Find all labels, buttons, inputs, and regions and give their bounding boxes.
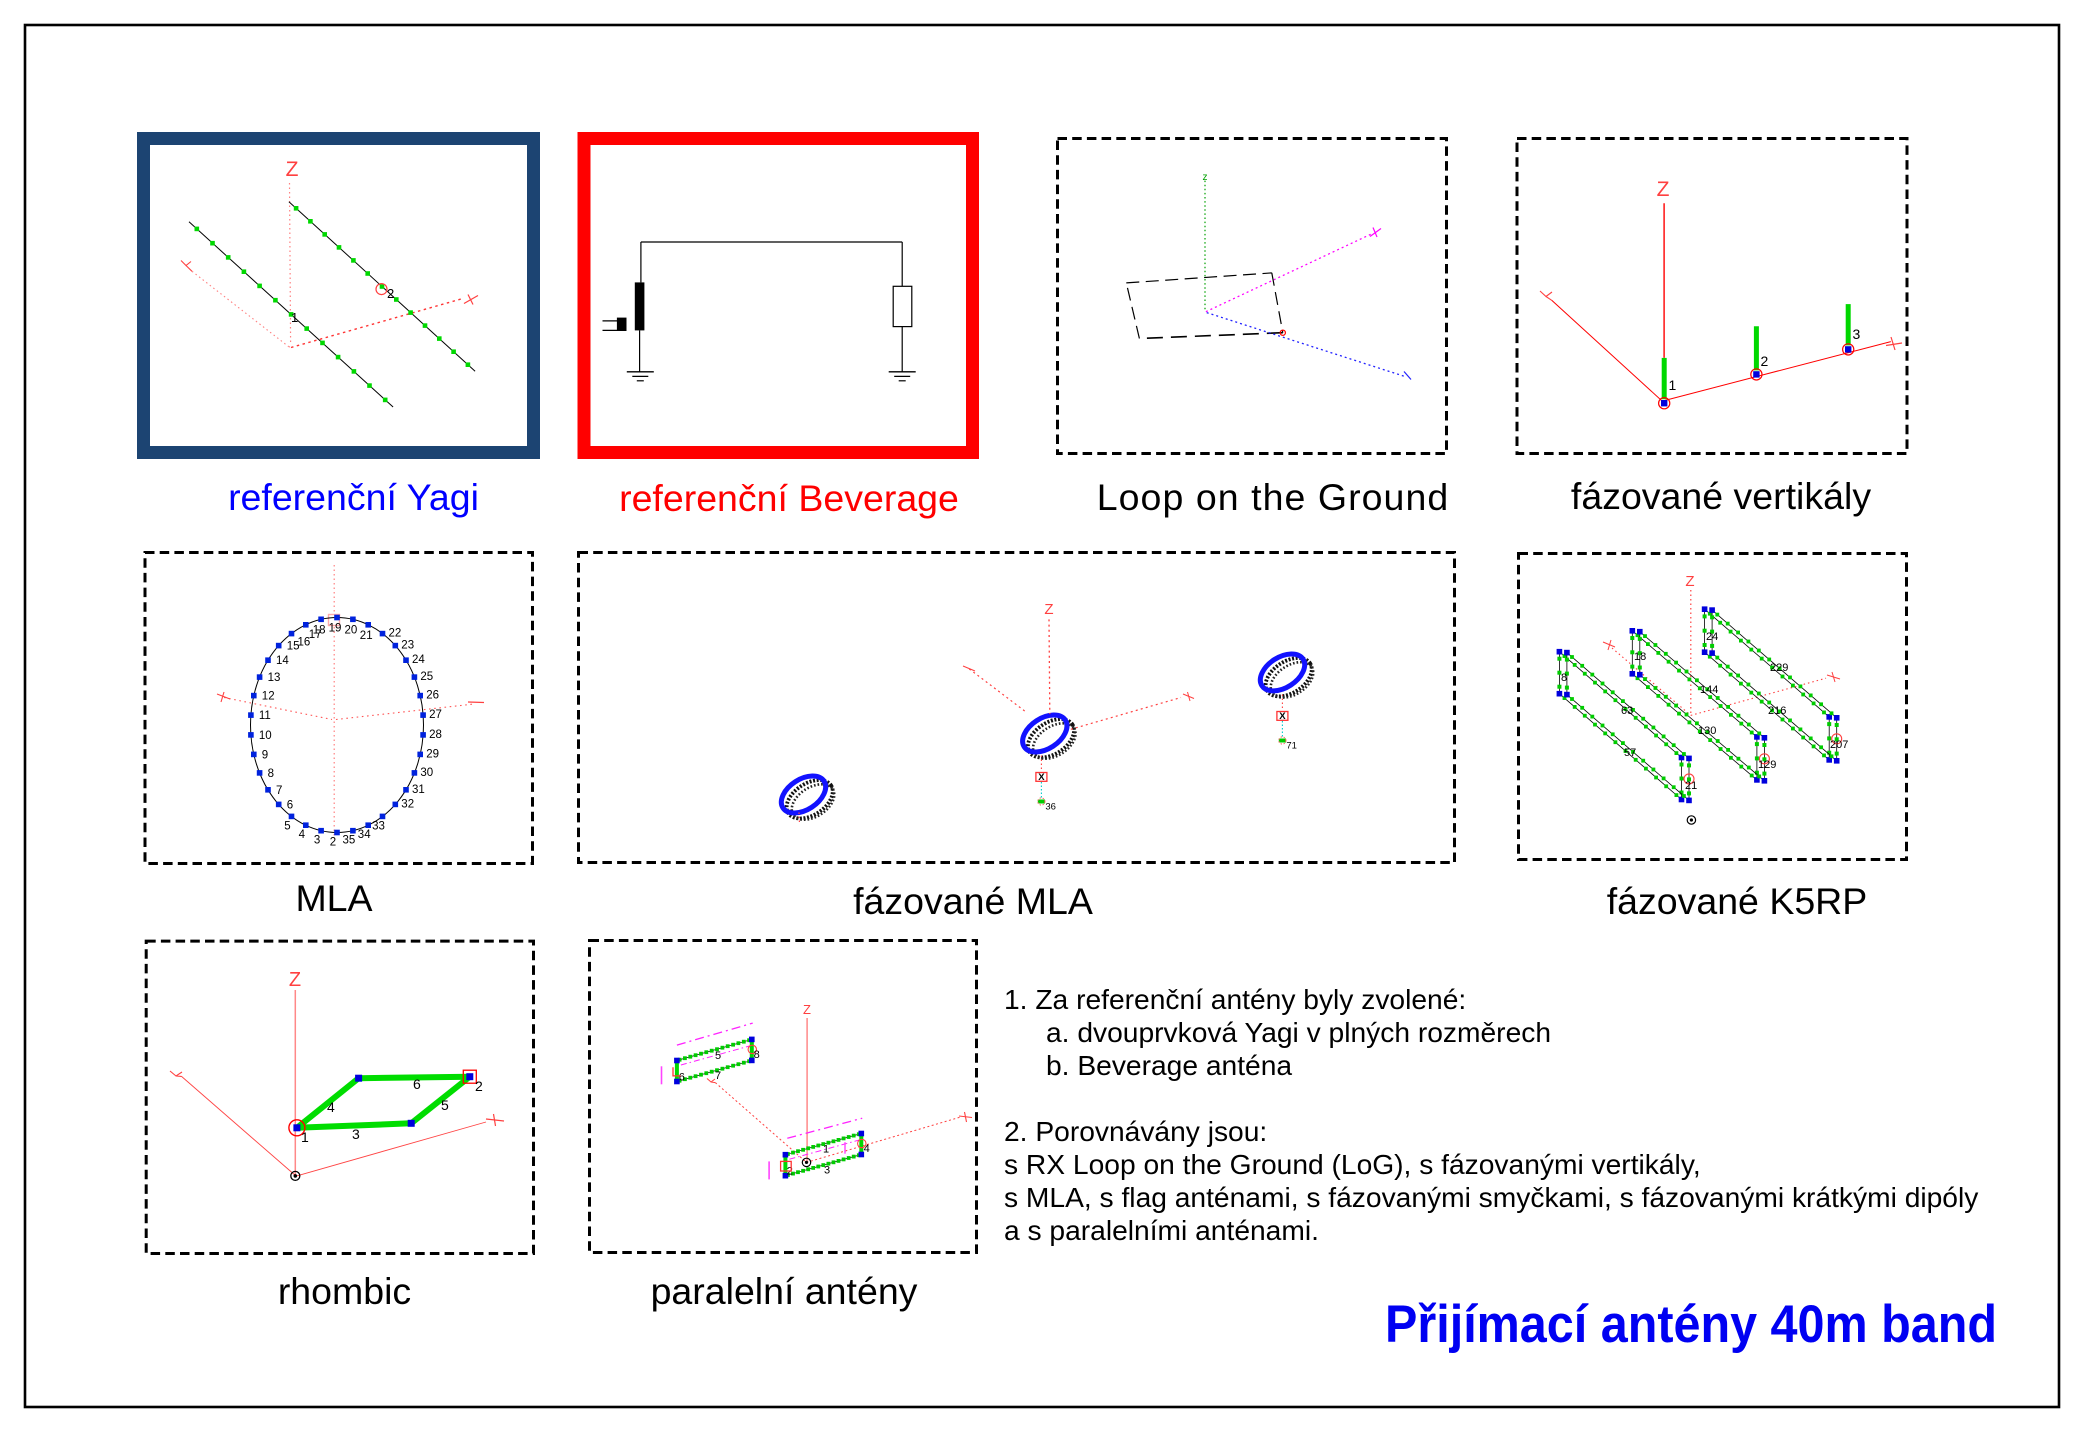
svg-text:3: 3 [1853,326,1861,342]
svg-text:207: 207 [1830,739,1848,751]
svg-text:1: 1 [301,1129,309,1145]
svg-text:30: 30 [420,767,433,779]
svg-text:2: 2 [475,1078,483,1094]
svg-text:24: 24 [1706,631,1718,643]
svg-text:63: 63 [1621,705,1633,717]
svg-text:8: 8 [1561,672,1567,684]
svg-text:3: 3 [352,1126,360,1142]
svg-text:19: 19 [329,623,342,635]
svg-text:7: 7 [715,1070,721,1082]
svg-text:4: 4 [327,1099,335,1115]
svg-text:Z: Z [286,158,299,181]
svg-text:Z: Z [1685,573,1694,590]
svg-text:4: 4 [864,1143,870,1155]
svg-text:13: 13 [268,672,281,684]
svg-text:130: 130 [1698,725,1716,737]
svg-text:rhombic: rhombic [278,1270,411,1312]
svg-text:Přijímací antény 40m band: Přijímací antény 40m band [1385,1295,1997,1354]
svg-text:1: 1 [291,310,298,325]
svg-text:fázované K5RP: fázované K5RP [1607,880,1868,922]
svg-text:referenční Yagi: referenční Yagi [228,476,479,518]
svg-text:MLA: MLA [295,877,372,919]
svg-text:6: 6 [413,1076,421,1092]
svg-text:8: 8 [268,768,274,780]
svg-text:X: X [1038,772,1045,783]
svg-text:1: 1 [1669,377,1677,393]
svg-text:3: 3 [314,835,320,847]
svg-text:8: 8 [754,1049,760,1061]
svg-text:15: 15 [287,641,300,653]
svg-text:3: 3 [824,1165,830,1177]
svg-text:29: 29 [426,748,439,760]
svg-text:5: 5 [441,1097,449,1113]
svg-text:fázované MLA: fázované MLA [853,880,1093,922]
svg-text:36: 36 [1045,802,1056,813]
svg-text:21: 21 [1685,780,1697,792]
svg-text:paralelní antény: paralelní antény [651,1270,918,1312]
svg-text:14: 14 [276,655,289,667]
svg-text:Z: Z [1657,178,1670,201]
svg-text:s MLA, s flag anténami, s fázo: s MLA, s flag anténami, s fázovanými smy… [1004,1181,1979,1213]
svg-text:referenční Beverage: referenční Beverage [619,477,959,519]
svg-text:16: 16 [298,637,311,649]
svg-text:27: 27 [429,709,442,721]
svg-text:2: 2 [330,837,336,849]
svg-text:6: 6 [287,799,293,811]
svg-text:s RX Loop on the Ground (LoG),: s RX Loop on the Ground (LoG), s fázovan… [1004,1148,1701,1180]
svg-text:a s paralelními anténami.: a s paralelními anténami. [1004,1214,1319,1246]
svg-text:18: 18 [313,624,326,636]
svg-text:144: 144 [1700,684,1718,696]
svg-text:7: 7 [276,785,282,797]
svg-text:12: 12 [262,691,275,703]
svg-text:4: 4 [299,829,306,841]
svg-text:25: 25 [420,671,433,683]
svg-text:Z: Z [803,1002,811,1017]
svg-text:71: 71 [1286,741,1297,752]
svg-text:11: 11 [259,710,271,722]
svg-text:z: z [1203,172,1208,183]
svg-text:9: 9 [262,749,268,761]
svg-text:fázované vertikály: fázované vertikály [1571,475,1871,517]
svg-text:21: 21 [360,630,373,642]
svg-text:b. Beverage anténa: b. Beverage anténa [1046,1049,1292,1081]
svg-text:22: 22 [389,628,402,640]
svg-text:Z: Z [1044,601,1053,618]
svg-text:28: 28 [429,729,442,741]
svg-text:216: 216 [1768,705,1786,717]
svg-text:2: 2 [387,286,394,301]
svg-text:57: 57 [1624,747,1636,759]
svg-text:17: 17 [309,629,322,641]
svg-text:1: 1 [823,1144,829,1156]
svg-text:32: 32 [401,798,414,810]
svg-text:5: 5 [284,820,290,832]
svg-text:a. dvouprvková Yagi v plných r: a. dvouprvková Yagi v plných rozměrech [1046,1016,1551,1048]
svg-text:2. Porovnávány jsou:: 2. Porovnávány jsou: [1004,1115,1267,1147]
svg-text:20: 20 [345,624,358,636]
svg-text:1. Za referenční antény byly z: 1. Za referenční antény byly zvolené: [1004,983,1466,1015]
svg-text:6: 6 [679,1072,685,1084]
svg-text:2: 2 [1761,353,1769,369]
svg-text:23: 23 [401,640,414,652]
svg-text:5: 5 [715,1050,721,1062]
svg-text:229: 229 [1770,662,1788,674]
svg-text:35: 35 [343,835,356,847]
svg-text:18: 18 [1634,651,1646,663]
svg-text:26: 26 [426,690,439,702]
svg-text:10: 10 [259,730,272,742]
svg-text:X: X [1279,711,1286,722]
svg-text:129: 129 [1758,759,1776,771]
svg-text:34: 34 [358,829,371,841]
svg-text:24: 24 [412,654,425,666]
svg-text:31: 31 [412,784,425,796]
svg-text:Loop on the Ground: Loop on the Ground [1097,476,1450,518]
svg-text:33: 33 [372,820,385,832]
svg-text:Z: Z [289,969,301,991]
